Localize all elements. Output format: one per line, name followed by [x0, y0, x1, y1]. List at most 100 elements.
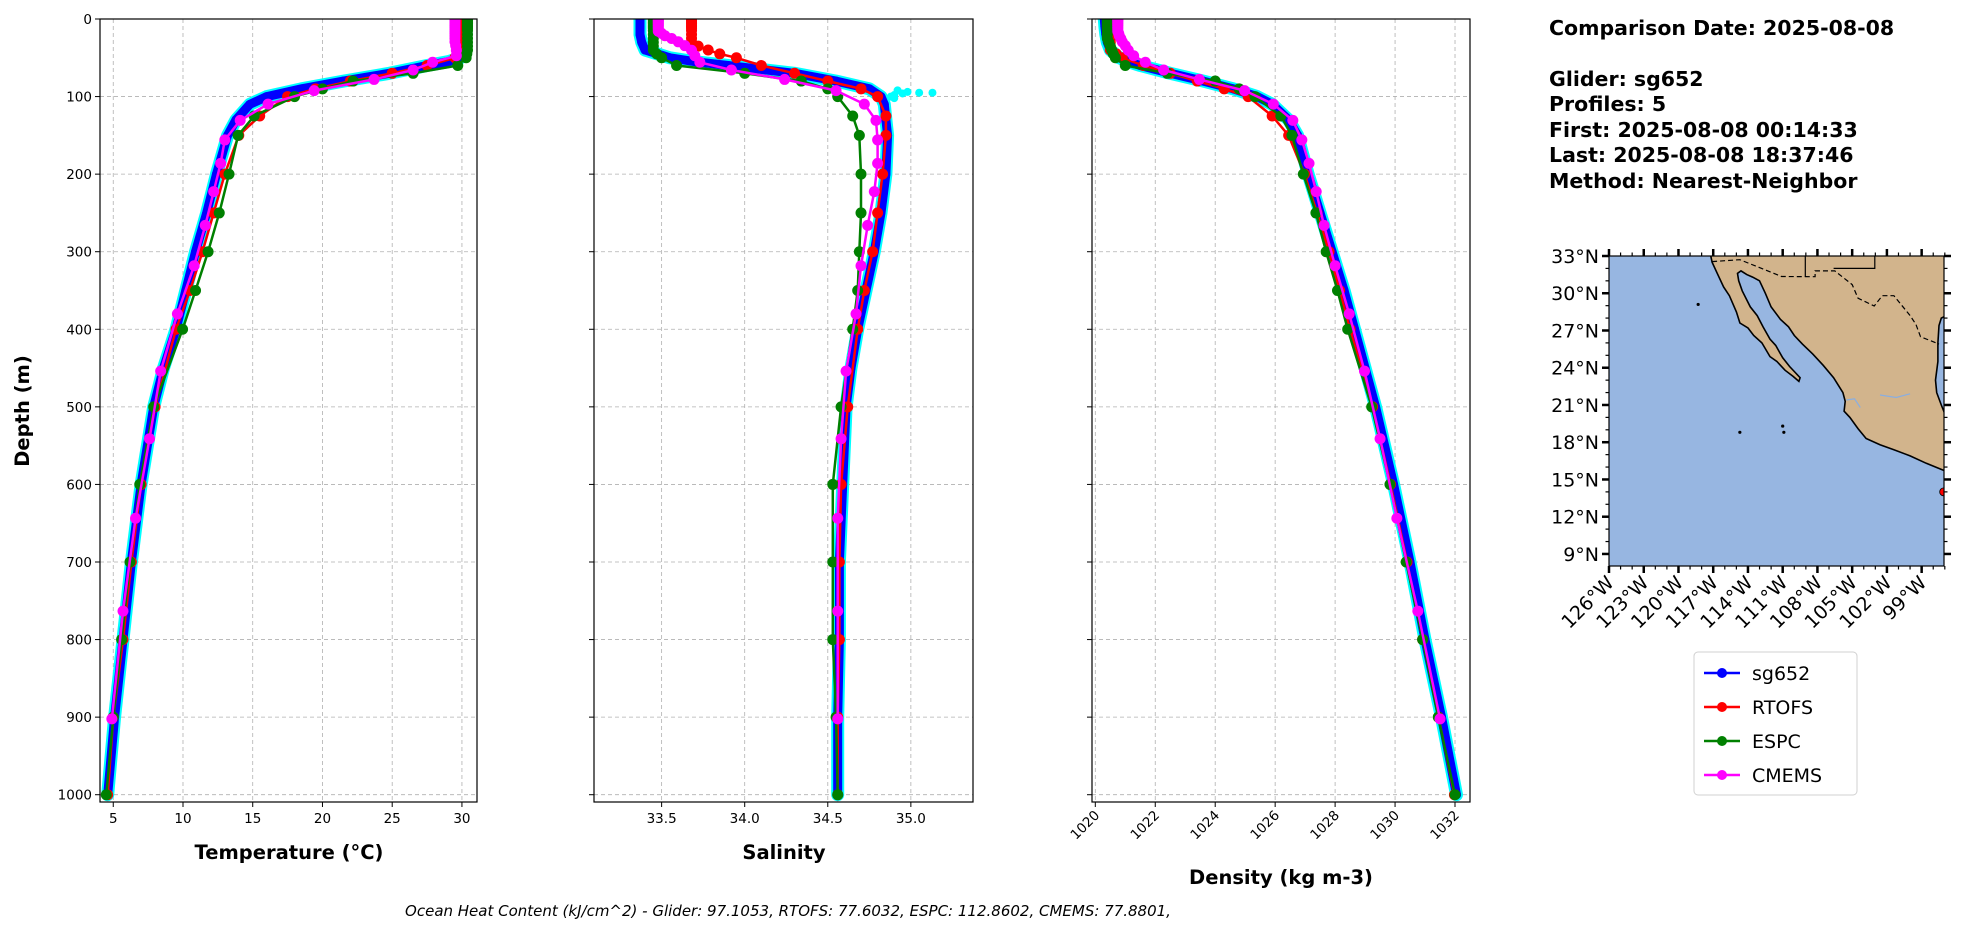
- legend-marker-espc: [1717, 736, 1727, 746]
- marker-cmems: [832, 713, 844, 725]
- y-tick-label: 100: [66, 90, 92, 106]
- marker-cmems: [832, 512, 844, 524]
- legend-label-cmems: CMEMS: [1752, 765, 1822, 787]
- map-lat-label: 15°N: [1551, 469, 1599, 491]
- x-tick-label: 1032: [1427, 808, 1463, 844]
- salinity-series: [633, 19, 937, 802]
- marker-espc: [827, 478, 839, 490]
- x-tick-label: 1024: [1187, 808, 1223, 844]
- legend-item-cmems: CMEMS: [1704, 765, 1822, 787]
- marker-espc: [213, 207, 225, 219]
- island: [1782, 430, 1786, 434]
- island: [1696, 302, 1700, 307]
- legend-label-rtofs: RTOFS: [1752, 697, 1813, 719]
- river: [1846, 398, 1861, 408]
- y-tick-label: 500: [66, 400, 92, 416]
- marker-cmems: [694, 56, 706, 68]
- map-lat-label: 24°N: [1551, 358, 1599, 380]
- temperature-series: [100, 19, 474, 802]
- marker-cmems: [872, 134, 884, 146]
- marker-espc: [656, 52, 668, 64]
- x-tick-label: 35.0: [896, 811, 926, 827]
- density-profile-plot: 1020 1022 1024 1026 1028 1030 1032: [1068, 18, 1471, 844]
- last-profile-time: Last: 2025-08-08 18:37:46: [1549, 143, 1854, 167]
- marker-cmems: [171, 308, 183, 320]
- marker-cmems: [1329, 260, 1341, 272]
- marker-cmems: [1412, 605, 1424, 617]
- marker-cmems: [872, 157, 884, 169]
- marker-espc: [1449, 789, 1461, 801]
- marker-espc: [1310, 207, 1322, 219]
- marker-espc: [853, 129, 865, 141]
- density-axis-label: Density (kg m-3): [1189, 866, 1373, 889]
- marker-rtofs: [872, 91, 884, 103]
- x-tick-label: 30: [453, 811, 470, 827]
- x-tick-label: 10: [174, 811, 191, 827]
- marker-sg652: [635, 22, 645, 32]
- marker-espc: [832, 789, 844, 801]
- map-frame: [1608, 255, 1945, 567]
- comparison-info: Comparison Date: 2025-08-08 Glider: sg65…: [1549, 16, 1894, 194]
- marker-espc: [855, 207, 867, 219]
- marker-espc: [827, 556, 839, 568]
- marker-cmems: [368, 73, 380, 85]
- marker-cmems: [835, 433, 847, 445]
- marker-espc: [232, 129, 244, 141]
- marker-cmems: [199, 219, 211, 231]
- y-tick-label: 1000: [58, 788, 92, 804]
- marker-espc: [452, 60, 464, 72]
- x-tick-label: 15: [244, 811, 261, 827]
- marker-cmems: [234, 114, 246, 126]
- marker-espc: [1297, 168, 1309, 180]
- y-tick-label: 700: [66, 555, 92, 571]
- marker-rtofs: [702, 44, 714, 56]
- map-lat-label: 33°N: [1551, 246, 1599, 268]
- y-tick-label: 600: [66, 477, 92, 493]
- axes-frame: [99, 18, 478, 803]
- marker-rtofs: [880, 129, 892, 141]
- marker-cmems: [1358, 365, 1370, 377]
- marker-cmems: [855, 260, 867, 272]
- marker-espc: [847, 110, 859, 122]
- marker-cmems: [308, 85, 320, 97]
- marker-espc: [671, 60, 683, 72]
- comparison-date: Comparison Date: 2025-08-08: [1549, 16, 1895, 40]
- marker-espc: [1342, 323, 1354, 335]
- legend-marker-rtofs: [1717, 702, 1727, 712]
- legend-item-espc: ESPC: [1704, 731, 1801, 753]
- marker-cmems: [262, 98, 274, 110]
- y-tick-label: 300: [66, 245, 92, 261]
- marker-cmems: [219, 134, 231, 146]
- marker-espc: [1109, 52, 1121, 64]
- x-tick-label: 1028: [1307, 808, 1343, 844]
- marker-espc: [827, 634, 839, 646]
- marker-cmems: [106, 713, 118, 725]
- legend-label-sg652: sg652: [1752, 663, 1810, 685]
- marker-sg652: [635, 19, 645, 24]
- glider-raw-point: [915, 88, 924, 97]
- marker-rtofs: [867, 246, 879, 258]
- glider-raw-point: [890, 94, 899, 103]
- profile-count: Profiles: 5: [1549, 92, 1667, 116]
- marker-cmems: [1310, 186, 1322, 198]
- marker-cmems: [832, 605, 844, 617]
- marker-cmems: [870, 114, 882, 126]
- marker-rtofs: [872, 207, 884, 219]
- marker-cmems: [450, 50, 462, 62]
- x-tick-label: 34.5: [813, 811, 843, 827]
- marker-rtofs: [880, 110, 892, 122]
- marker-cmems: [1303, 157, 1315, 169]
- y-tick-label: 800: [66, 633, 92, 649]
- marker-espc: [855, 168, 867, 180]
- marker-cmems: [1343, 308, 1355, 320]
- interpolation-method: Method: Nearest-Neighbor: [1549, 168, 1858, 193]
- marker-cmems: [1318, 219, 1330, 231]
- depth-axis-label: Depth (m): [11, 355, 34, 467]
- marker-sg652: [640, 45, 650, 55]
- x-tick-label: 5: [109, 811, 118, 827]
- marker-cmems: [1267, 98, 1279, 110]
- legend-marker-cmems: [1717, 770, 1727, 780]
- marker-cmems: [155, 365, 167, 377]
- marker-rtofs: [755, 60, 767, 72]
- legend-label-espc: ESPC: [1752, 731, 1801, 753]
